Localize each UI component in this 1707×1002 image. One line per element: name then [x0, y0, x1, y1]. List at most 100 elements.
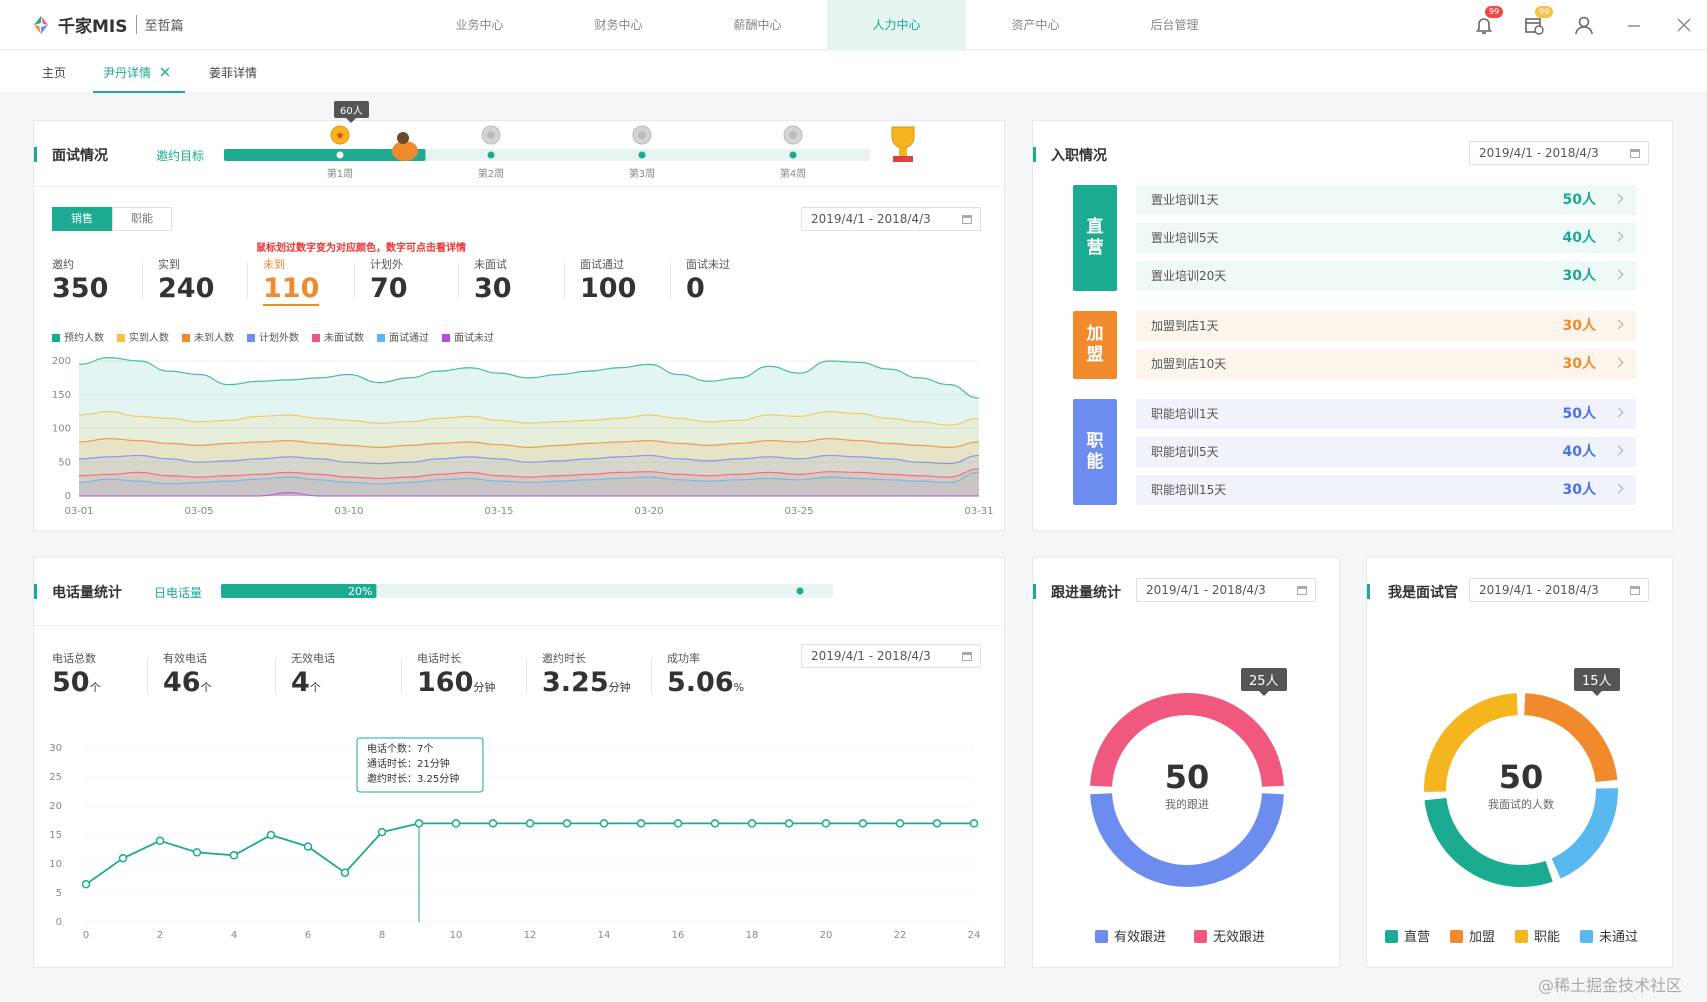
legend-item[interactable]: 计划外数 — [247, 329, 299, 344]
call-stat-3[interactable]: 电话时长 160分钟 — [417, 650, 495, 703]
stat-value[interactable]: 5.06% — [667, 668, 744, 703]
call-point[interactable] — [747, 819, 757, 828]
stat-value[interactable]: 30 — [474, 273, 512, 304]
onboarding-row[interactable]: 职能培训5天 40人 — [1136, 437, 1636, 467]
stat-value[interactable]: 110 — [263, 273, 320, 306]
legend-item[interactable]: 实到人数 — [117, 329, 169, 344]
stat-5[interactable]: 面试通过 100 — [580, 256, 636, 304]
tab-home[interactable]: 主页 — [42, 66, 67, 80]
call-point[interactable] — [784, 819, 794, 828]
notification-button[interactable]: 99 — [1473, 6, 1504, 36]
row-value[interactable]: 30人 — [1562, 318, 1596, 334]
stat-2[interactable]: 未到 110 — [263, 256, 320, 306]
call-point[interactable] — [303, 842, 313, 851]
legend-item[interactable]: 未面试数 — [312, 329, 364, 344]
chevron-right-icon[interactable] — [1613, 483, 1624, 494]
row-value[interactable]: 30人 — [1562, 482, 1596, 498]
legend-item[interactable]: 面试通过 — [377, 329, 429, 344]
call-point[interactable] — [636, 819, 646, 828]
stat-value[interactable]: 46个 — [163, 668, 212, 703]
call-point[interactable] — [969, 819, 979, 828]
onboarding-row[interactable]: 职能培训1天 50人 — [1136, 399, 1636, 429]
legend-item[interactable]: 未到人数 — [182, 329, 234, 344]
call-stat-0[interactable]: 电话总数 50个 — [52, 650, 101, 703]
stat-value[interactable]: 160分钟 — [417, 668, 495, 703]
call-stat-2[interactable]: 无效电话 4个 — [291, 650, 335, 703]
call-point[interactable] — [562, 819, 572, 828]
tab-jiangfei-detail[interactable]: 姜菲详情 — [209, 66, 258, 80]
legend-item[interactable]: 无效跟进 — [1194, 926, 1265, 945]
stat-value[interactable]: 50个 — [52, 668, 101, 703]
row-value[interactable]: 40人 — [1562, 230, 1596, 246]
interviewer-date-picker[interactable]: 2019/4/1 - 2018/4/3 — [1469, 578, 1649, 602]
interview-date-picker[interactable]: 2019/4/1 - 2018/4/3 — [801, 207, 981, 231]
stat-value[interactable]: 70 — [370, 273, 408, 304]
onboarding-row[interactable]: 加盟到店1天 30人 — [1136, 311, 1636, 341]
stat-3[interactable]: 计划外 70 — [370, 256, 408, 304]
chevron-right-icon[interactable] — [1613, 357, 1624, 368]
onboarding-row[interactable]: 置业培训5天 40人 — [1136, 223, 1636, 253]
legend-item[interactable]: 直营 — [1385, 926, 1430, 945]
donut-slice[interactable] — [1523, 693, 1618, 783]
stat-value[interactable]: 0 — [686, 273, 705, 304]
call-point[interactable] — [118, 853, 128, 863]
chevron-right-icon[interactable] — [1613, 445, 1624, 456]
row-value[interactable]: 50人 — [1562, 192, 1596, 208]
legend-item[interactable]: 未通过 — [1580, 926, 1638, 945]
donut-slice[interactable] — [1090, 693, 1284, 787]
segment-function[interactable]: 职能 — [112, 207, 172, 231]
stat-4[interactable]: 未面试 30 — [474, 256, 512, 304]
nav-item[interactable]: 人力中心 — [827, 0, 966, 50]
legend-item[interactable]: 面试未过 — [442, 329, 494, 344]
call-point[interactable] — [525, 819, 535, 828]
donut-slice[interactable] — [1424, 693, 1519, 792]
stat-6[interactable]: 面试未过 0 — [686, 256, 730, 304]
donut-slice[interactable] — [1551, 788, 1618, 879]
stat-value[interactable]: 3.25分钟 — [542, 668, 631, 703]
calendar-button[interactable]: 99 — [1523, 6, 1554, 36]
area-series-line[interactable] — [78, 468, 980, 480]
onboarding-row[interactable]: 置业培训20天 30人 — [1136, 261, 1636, 291]
chevron-right-icon[interactable] — [1613, 269, 1624, 280]
call-point[interactable] — [858, 819, 868, 828]
call-point[interactable] — [932, 819, 942, 828]
call-point[interactable] — [451, 819, 461, 828]
call-point[interactable] — [81, 880, 91, 889]
nav-item[interactable]: 资产中心 — [1011, 18, 1060, 32]
followup-date-picker[interactable]: 2019/4/1 - 2018/4/3 — [1136, 578, 1316, 602]
legend-item[interactable]: 职能 — [1515, 926, 1560, 945]
call-stat-4[interactable]: 邀约时长 3.25分钟 — [542, 650, 631, 703]
area-series-line[interactable] — [78, 438, 980, 449]
call-point[interactable] — [821, 819, 831, 828]
tab-yindan-detail[interactable]: 尹丹详情 — [93, 64, 185, 93]
call-point[interactable] — [488, 819, 498, 828]
onboarding-group-1[interactable]: 加盟 — [1073, 311, 1117, 379]
call-point[interactable] — [414, 819, 424, 828]
chevron-right-icon[interactable] — [1613, 193, 1624, 204]
minimize-button[interactable] — [1623, 14, 1645, 36]
onboarding-row[interactable]: 加盟到店10天 30人 — [1136, 349, 1636, 379]
call-point[interactable] — [266, 830, 276, 840]
call-point[interactable] — [377, 827, 387, 837]
area-series-line[interactable] — [79, 492, 979, 497]
call-point[interactable] — [192, 848, 202, 857]
nav-item[interactable]: 业务中心 — [455, 18, 504, 32]
stat-value[interactable]: 350 — [52, 273, 109, 304]
call-series-line[interactable] — [85, 822, 974, 886]
onboarding-group-0[interactable]: 直营 — [1073, 185, 1117, 291]
stat-value[interactable]: 4个 — [291, 668, 335, 703]
nav-item[interactable]: 薪酬中心 — [733, 18, 782, 32]
stat-value[interactable]: 240 — [158, 273, 215, 304]
area-series-line[interactable] — [78, 357, 980, 399]
row-value[interactable]: 50人 — [1562, 406, 1596, 422]
area-series-line[interactable] — [78, 454, 980, 465]
onboarding-row[interactable]: 置业培训1天 50人 — [1136, 185, 1636, 215]
stat-value[interactable]: 100 — [580, 273, 637, 304]
call-stat-1[interactable]: 有效电话 46个 — [163, 650, 212, 703]
tab-close-icon[interactable] — [159, 66, 171, 78]
call-point[interactable] — [155, 836, 165, 846]
call-point[interactable] — [895, 819, 905, 828]
onboarding-date-picker[interactable]: 2019/4/1 - 2018/4/3 — [1469, 141, 1649, 165]
donut-slice[interactable] — [1424, 797, 1553, 887]
stat-0[interactable]: 邀约 350 — [52, 256, 108, 304]
